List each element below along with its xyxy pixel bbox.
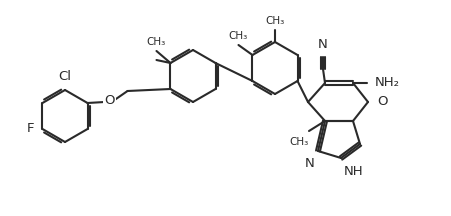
- Text: O: O: [104, 95, 115, 108]
- Text: CH₃: CH₃: [289, 137, 308, 147]
- Text: CH₃: CH₃: [228, 31, 248, 41]
- Text: Cl: Cl: [58, 70, 71, 83]
- Text: O: O: [376, 95, 387, 108]
- Text: NH₂: NH₂: [374, 76, 399, 89]
- Text: N: N: [304, 157, 314, 170]
- Text: F: F: [27, 122, 34, 135]
- Text: CH₃: CH₃: [147, 37, 166, 47]
- Text: CH₃: CH₃: [265, 16, 284, 26]
- Text: NH: NH: [343, 165, 363, 178]
- Text: N: N: [318, 38, 327, 51]
